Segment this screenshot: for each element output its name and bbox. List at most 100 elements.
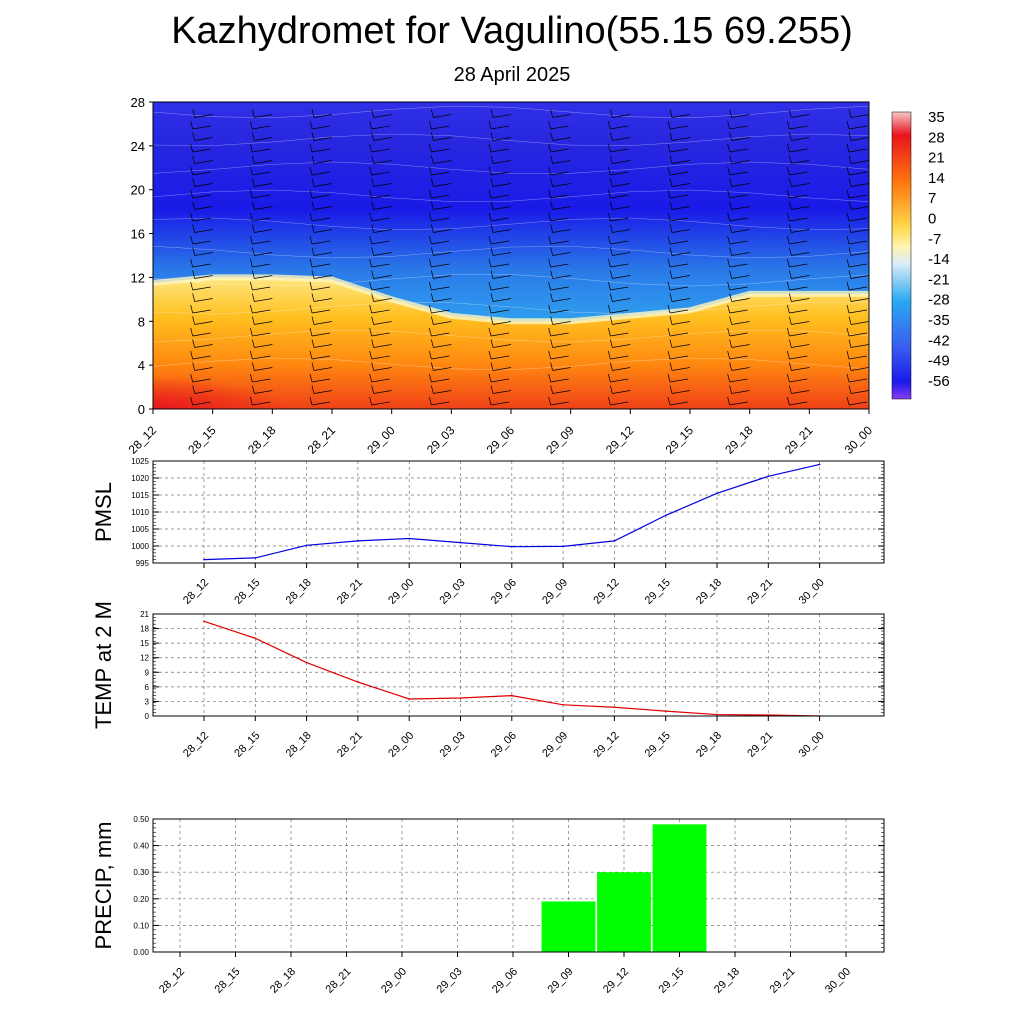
- wind-barb: [433, 114, 452, 118]
- wind-barb: [671, 183, 691, 187]
- wind-barb-tick: [788, 316, 792, 325]
- wind-barb: [313, 206, 333, 210]
- wind-barb-tick: [848, 316, 852, 325]
- wind-barb-tick: [192, 178, 196, 187]
- colorbar-label: 7: [928, 190, 936, 207]
- wind-barb: [371, 286, 390, 291]
- wind-barb: [552, 390, 571, 394]
- wind-barb-tick: [609, 293, 613, 302]
- wind-barb-tick: [488, 143, 492, 153]
- wind-barb: [254, 275, 273, 279]
- wind-barb-tick: [846, 304, 850, 314]
- wind-barb-tick: [607, 373, 611, 383]
- wind-barb-tick: [488, 304, 492, 314]
- wind-barb: [612, 252, 631, 256]
- wind-barb: [313, 321, 333, 325]
- wind-barb-tick: [669, 224, 673, 233]
- wind-barb-tick: [249, 120, 253, 130]
- wind-barb-tick: [131, 328, 133, 336]
- wind-barb-tick: [786, 396, 790, 406]
- wind-barb-tick: [848, 132, 852, 141]
- wind-barb-tick: [488, 166, 492, 176]
- heatmap-y-tick-label: 28: [131, 95, 145, 110]
- temp-point: [305, 661, 308, 664]
- wind-barb-tick: [607, 304, 611, 314]
- chart-subtitle: 28 April 2025: [453, 64, 571, 86]
- heatmap-fill: [131, 102, 869, 409]
- wind-barb: [850, 229, 869, 233]
- wind-barb-tick: [369, 212, 373, 222]
- wind-barb-tick: [846, 327, 850, 337]
- wind-barb: [671, 160, 691, 164]
- wind-barb: [133, 287, 151, 290]
- pmsl-x-tick-label: 30_00: [797, 577, 827, 607]
- wind-barb: [311, 378, 331, 383]
- wind-barb-tick: [251, 155, 255, 164]
- temp-x-tick-label: 28_18: [284, 730, 314, 760]
- wind-barb: [252, 286, 271, 291]
- wind-barb-tick: [430, 270, 434, 279]
- wind-barb-tick: [550, 270, 554, 279]
- wind-barb: [791, 137, 810, 141]
- wind-barb: [254, 137, 273, 141]
- wind-barb: [791, 114, 810, 118]
- wind-barb: [252, 217, 271, 222]
- wind-barb-tick: [428, 350, 432, 360]
- temp-point: [767, 714, 770, 716]
- wind-barb: [252, 125, 271, 130]
- wind-barb: [850, 114, 869, 118]
- pmsl-y-tick-label: 1000: [131, 542, 149, 551]
- wind-barb: [850, 298, 869, 302]
- wind-barb: [252, 171, 271, 176]
- wind-barb-tick: [133, 363, 135, 371]
- wind-barb-tick: [309, 120, 313, 130]
- precip-y-tick-label: 0.40: [133, 842, 149, 851]
- wind-barb: [490, 401, 510, 406]
- wind-barb: [194, 160, 213, 164]
- wind-barb: [192, 263, 211, 268]
- pmsl-point: [613, 540, 616, 542]
- wind-barb: [490, 240, 510, 245]
- heatmap-x-tick-label: 28_18: [245, 423, 279, 457]
- wind-barb-tick: [371, 293, 375, 302]
- wind-barb-tick: [607, 281, 611, 291]
- wind-barb: [431, 240, 450, 245]
- wind-barb: [192, 125, 211, 130]
- wind-barb-tick: [251, 178, 255, 187]
- wind-barb-tick: [667, 396, 671, 406]
- wind-barb-tick: [192, 201, 196, 210]
- wind-barb-tick: [309, 258, 313, 268]
- wind-barb-tick: [369, 396, 373, 406]
- wind-barb: [313, 137, 333, 141]
- heatmap-x-tick-label: 29_21: [782, 423, 816, 457]
- pmsl-frame: [152, 460, 885, 564]
- wind-barb: [492, 252, 512, 256]
- wind-barb-tick: [190, 281, 194, 291]
- wind-barb: [610, 355, 629, 360]
- wind-barb-tick: [488, 235, 492, 245]
- wind-barb: [731, 321, 750, 325]
- wind-barb: [789, 286, 808, 291]
- wind-barb: [550, 378, 569, 383]
- wind-barb: [492, 137, 512, 141]
- wind-barb-tick: [550, 316, 554, 325]
- wind-barb-tick: [371, 385, 375, 394]
- wind-barb-tick: [729, 293, 733, 302]
- wind-barb-tick: [131, 121, 133, 129]
- wind-barb-tick: [667, 258, 671, 268]
- colorbar: [891, 111, 912, 400]
- wind-barb: [371, 125, 390, 130]
- heatmap-y-tick-label: 20: [131, 183, 145, 198]
- temp-x-tick-label: 29_15: [643, 730, 673, 760]
- temp-y-tick-label: 9: [145, 668, 150, 677]
- pmsl-y-axis-label: PMSL: [91, 482, 116, 542]
- chart-title: Kazhydromet for Vagulino(55.15 69.255): [171, 10, 853, 52]
- wind-barb: [789, 194, 808, 199]
- pmsl-x-tick-label: 29_15: [643, 577, 673, 607]
- wind-barb-tick: [786, 212, 790, 222]
- wind-barb: [133, 264, 151, 267]
- wind-barb: [194, 229, 213, 233]
- wind-barb: [313, 344, 333, 348]
- pmsl-x-tick-label: 29_00: [386, 577, 416, 607]
